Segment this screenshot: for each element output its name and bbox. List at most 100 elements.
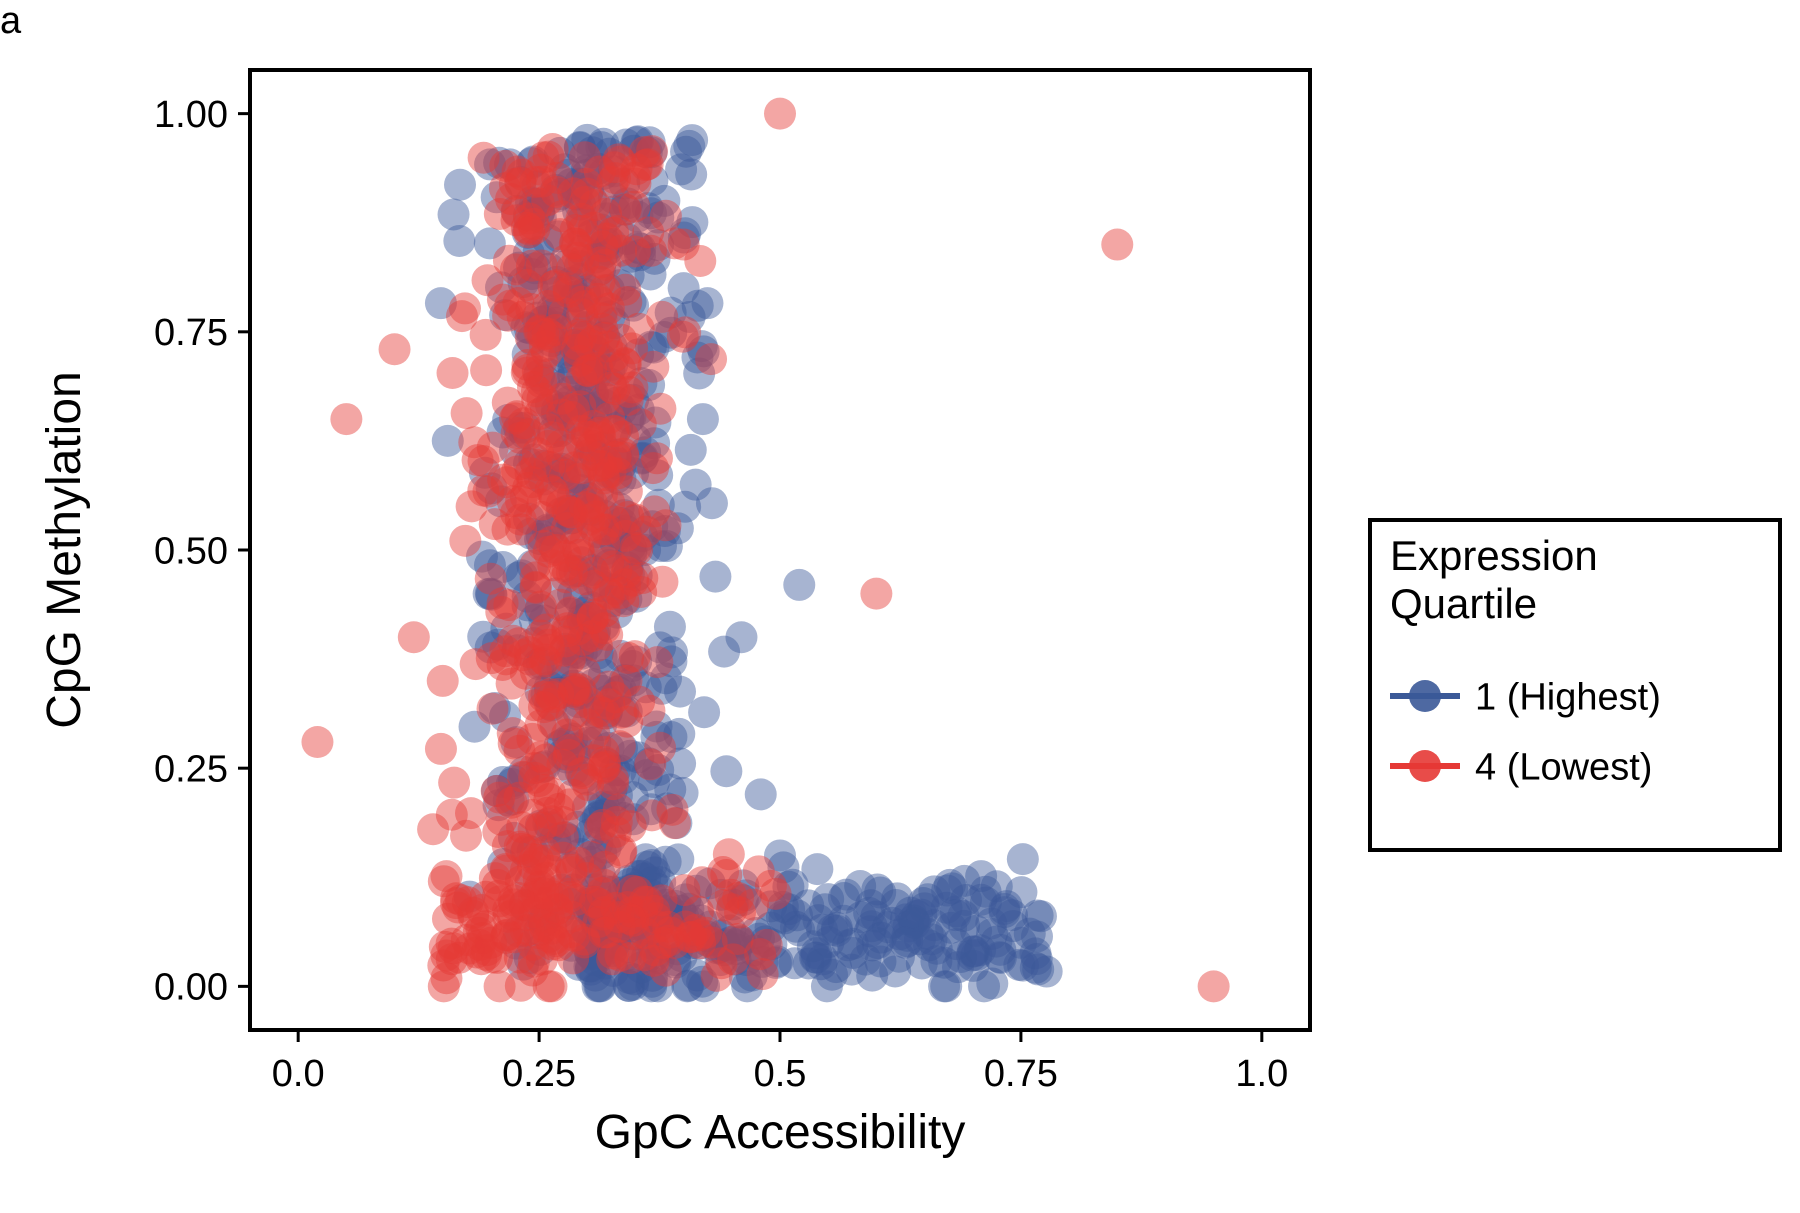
data-point [519,843,551,875]
data-point [528,691,560,723]
data-point [330,403,362,435]
points-group [301,98,1229,1003]
data-point [970,887,1002,919]
data-point [623,686,655,718]
data-point [513,216,545,248]
x-tick-label: 0.0 [272,1053,325,1095]
data-point [379,333,411,365]
data-point [504,422,536,454]
data-point [619,504,651,536]
data-point [641,646,673,678]
data-point [668,272,700,304]
data-point [1005,876,1037,908]
data-point [476,642,508,674]
y-tick-label: 0.00 [154,967,228,1009]
data-point [520,572,552,604]
data-point [687,403,719,435]
data-point [665,153,697,185]
data-point [591,447,623,479]
data-point [449,525,481,557]
legend-item-label: 4 (Lowest) [1475,746,1652,788]
data-point [425,733,457,765]
data-point [443,225,475,257]
data-point [550,244,582,276]
data-point [635,235,667,267]
data-point [466,894,498,926]
data-point [301,726,333,758]
data-point [598,373,630,405]
data-point [542,883,574,915]
data-point [976,918,1008,950]
data-point [417,813,449,845]
data-point [533,629,565,661]
data-point [918,909,950,941]
data-point [1101,229,1133,261]
data-point [668,229,700,261]
data-point [614,903,646,935]
data-point [475,927,507,959]
x-tick-label: 1.0 [1235,1053,1288,1095]
data-point [1005,927,1037,959]
data-point [764,98,796,130]
data-point [801,853,833,885]
data-point [589,750,621,782]
data-point [527,318,559,350]
data-point [558,920,590,952]
data-point [581,630,613,662]
data-point [576,602,608,634]
y-tick-label: 1.00 [154,94,228,136]
data-point [456,490,488,522]
data-point [458,426,490,458]
x-tick-label: 0.5 [754,1053,807,1095]
data-point [619,167,651,199]
y-tick-label: 0.75 [154,312,228,354]
data-point [438,767,470,799]
y-tick-label: 0.50 [154,530,228,572]
data-point [675,434,707,466]
data-point [593,671,625,703]
data-point [707,856,739,888]
data-point [557,779,589,811]
data-point [751,929,783,961]
data-point [710,755,742,787]
data-point [812,883,844,915]
legend-item-label: 1 (Highest) [1475,676,1661,718]
data-point [436,943,468,975]
data-point [446,300,478,332]
data-point [584,286,616,318]
data-point [427,665,459,697]
data-point [493,245,525,277]
data-point [470,354,502,386]
data-point [565,364,597,396]
data-point [517,929,549,961]
data-point [489,150,521,182]
data-point [664,676,696,708]
data-point [516,723,548,755]
data-point [527,141,559,173]
data-point [523,187,555,219]
data-point [634,748,666,780]
data-point [1007,843,1039,875]
x-tick-label: 0.25 [502,1053,576,1095]
data-point [1198,970,1230,1002]
data-point [493,589,525,621]
data-point [889,927,921,959]
data-point [571,178,603,210]
data-point [444,169,476,201]
data-point [760,878,792,910]
data-point [783,569,815,601]
data-point [683,919,715,951]
legend-marker [1409,680,1441,712]
data-point [580,501,612,533]
panel-label: a [0,0,21,43]
data-point [816,959,848,991]
data-point [725,621,757,653]
data-point [533,430,565,462]
data-point [437,357,469,389]
x-axis-label: GpC Accessibility [595,1106,966,1159]
data-point [636,135,668,167]
data-point [601,806,633,838]
data-point [510,481,542,513]
data-point [701,960,733,992]
y-tick-label: 0.25 [154,748,228,790]
